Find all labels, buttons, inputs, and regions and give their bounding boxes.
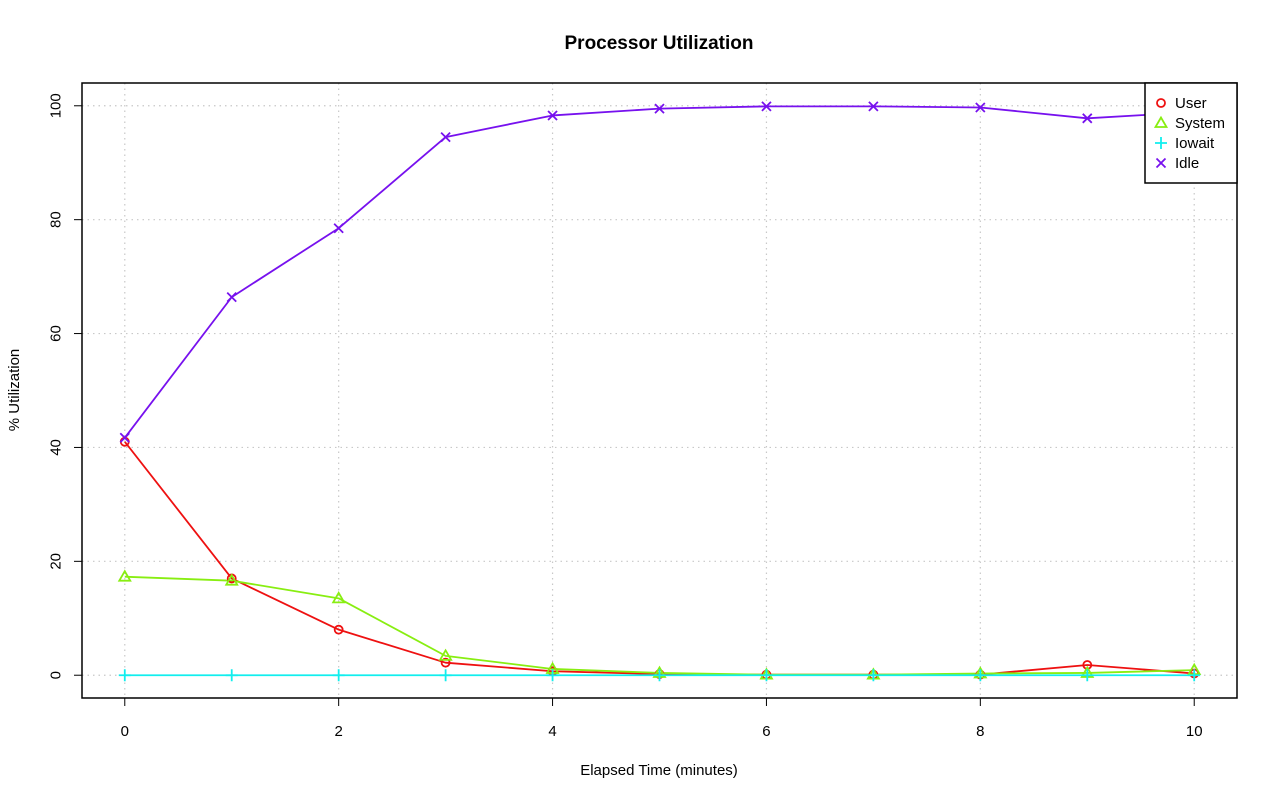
point-iowait-9 [1081,669,1094,682]
point-iowait-4 [546,669,559,682]
grid-lines [82,83,1237,698]
y-tick-label-3: 60 [48,325,65,342]
point-iowait-3 [439,669,452,682]
point-iowait-7 [867,669,880,682]
point-iowait-2 [332,669,345,682]
point-idle-8 [975,102,986,113]
point-system-2 [331,591,346,604]
y-tick-label-5: 100 [48,93,65,118]
x-axis: 0 2 4 6 8 10 [121,698,1203,740]
series-line-system [124,575,1195,676]
series-line-idle [124,105,1195,439]
point-idle-2 [333,223,344,234]
point-user-2 [333,624,344,635]
y-axis-label: % Utilization [6,349,23,432]
point-idle-6 [761,101,772,112]
point-system-0 [117,569,132,582]
y-tick-label-0: 0 [48,671,65,679]
point-idle-1 [226,291,237,303]
point-idle-4 [547,110,558,121]
point-system-3 [438,648,453,661]
point-system-1 [224,573,239,586]
series-points [117,101,1202,682]
legend-label-idle: Idle [1175,155,1199,172]
x-tick-label-2: 4 [548,723,556,740]
point-idle-3 [440,131,451,143]
point-iowait-0 [118,669,131,682]
point-iowait-8 [974,669,987,682]
legend-label-user: User [1175,95,1207,112]
point-idle-0 [119,432,130,443]
y-tick-label-2: 40 [48,439,65,456]
x-tick-label-4: 8 [976,723,984,740]
x-tick-label-0: 0 [121,723,129,740]
legend-label-system: System [1175,115,1225,132]
plot-frame [81,82,1238,699]
point-idle-7 [868,101,879,112]
point-idle-5 [654,103,665,114]
y-tick-label-1: 20 [48,553,65,570]
x-tick-label-1: 2 [334,723,342,740]
legend: User System Iowait Idle [1144,82,1238,184]
series-line-user [124,441,1195,676]
x-tick-label-3: 6 [762,723,770,740]
legend-label-iowait: Iowait [1175,135,1215,152]
chart-title: Processor Utilization [565,33,754,54]
y-axis: 0 20 40 60 80 100 [48,93,82,679]
point-user-3 [440,657,451,668]
point-iowait-1 [225,669,238,682]
legend-marker-iowait [1155,137,1167,149]
series-lines [124,105,1195,677]
point-idle-9 [1082,113,1093,124]
y-tick-label-4: 80 [48,211,65,228]
point-iowait-5 [653,669,666,682]
legend-marker-system [1153,115,1169,128]
point-iowait-10 [1188,669,1201,682]
x-tick-label-5: 10 [1186,723,1203,740]
legend-marker-user [1156,98,1166,108]
x-axis-label: Elapsed Time (minutes) [580,762,738,779]
point-iowait-6 [760,669,773,682]
legend-marker-idle [1155,157,1167,169]
